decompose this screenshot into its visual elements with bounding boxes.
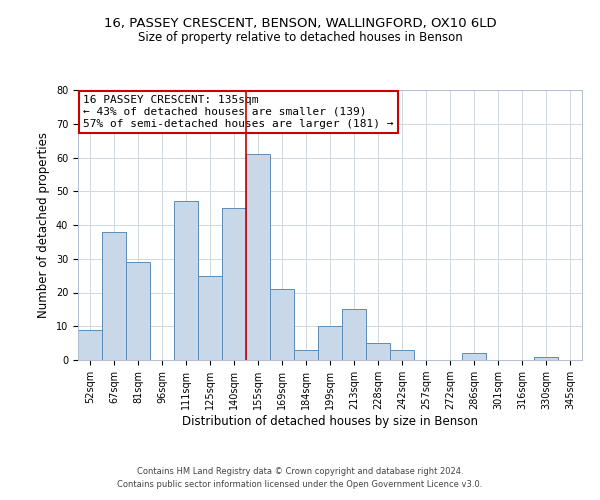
Bar [198,276,222,360]
Text: Size of property relative to detached houses in Benson: Size of property relative to detached ho… [137,31,463,44]
Bar [126,262,150,360]
Bar [366,343,390,360]
Bar [294,350,318,360]
Bar [534,356,558,360]
Y-axis label: Number of detached properties: Number of detached properties [37,132,50,318]
Bar [390,350,414,360]
Bar [246,154,270,360]
Bar [174,202,198,360]
Bar [318,326,342,360]
Bar [462,353,486,360]
Bar [342,310,366,360]
Bar [222,208,246,360]
Text: 16 PASSEY CRESCENT: 135sqm
← 43% of detached houses are smaller (139)
57% of sem: 16 PASSEY CRESCENT: 135sqm ← 43% of deta… [83,96,394,128]
Text: 16, PASSEY CRESCENT, BENSON, WALLINGFORD, OX10 6LD: 16, PASSEY CRESCENT, BENSON, WALLINGFORD… [104,18,496,30]
Text: Contains public sector information licensed under the Open Government Licence v3: Contains public sector information licen… [118,480,482,489]
X-axis label: Distribution of detached houses by size in Benson: Distribution of detached houses by size … [182,415,478,428]
Bar [102,232,126,360]
Bar [270,289,294,360]
Bar [78,330,102,360]
Text: Contains HM Land Registry data © Crown copyright and database right 2024.: Contains HM Land Registry data © Crown c… [137,467,463,476]
